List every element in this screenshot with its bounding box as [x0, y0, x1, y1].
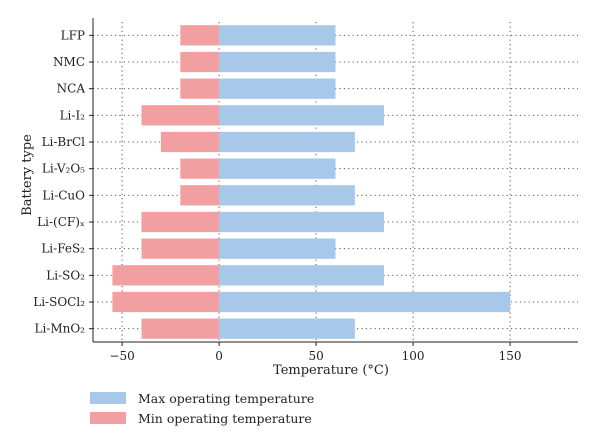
- y-tick-label: Li-FeS₂: [41, 242, 85, 256]
- bar-min-5: [180, 158, 220, 179]
- bar-min-4: [160, 131, 220, 153]
- bar-max-7: [219, 211, 384, 233]
- y-tick-label: NMC: [53, 55, 85, 69]
- y-tick-label: Li-SO₂: [46, 268, 85, 282]
- x-tick-label: 50: [308, 349, 323, 363]
- bar-max-5: [219, 158, 336, 179]
- bar-max-11: [219, 318, 355, 339]
- legend-item-max: Max operating temperature: [90, 388, 314, 408]
- bar-min-2: [180, 78, 220, 99]
- bar-min-6: [180, 185, 220, 206]
- bar-max-2: [219, 78, 336, 99]
- bars: [112, 25, 511, 339]
- legend-swatch-max: [90, 392, 126, 404]
- x-tick-label: −50: [109, 349, 134, 363]
- bar-max-6: [219, 185, 355, 206]
- legend-swatch-min: [90, 412, 126, 424]
- bar-min-10: [112, 291, 220, 313]
- x-tick-label: 150: [499, 349, 522, 363]
- y-tick-label: NCA: [57, 82, 86, 96]
- bar-max-4: [219, 131, 355, 153]
- x-tick-label: 0: [215, 349, 223, 363]
- bar-max-8: [219, 238, 336, 259]
- bar-max-3: [219, 105, 384, 126]
- x-tick-label: 100: [402, 349, 425, 363]
- legend-item-min: Min operating temperature: [90, 408, 314, 428]
- y-tick-label: Li-MnO₂: [34, 322, 85, 336]
- bar-max-0: [219, 25, 336, 46]
- y-tick-label: Li-(CF)ₓ: [37, 215, 85, 229]
- tick-labels: −50 0 50 100 150 LFP NMC NCA Li-I₂ Li-BrCl Li-V₂O₅…: [33, 28, 521, 363]
- y-tick-label: Li-CuO: [42, 188, 85, 202]
- bar-min-3: [141, 105, 220, 126]
- bar-min-1: [180, 51, 220, 73]
- y-tick-label: Li-BrCl: [42, 135, 86, 149]
- bar-max-9: [219, 265, 384, 286]
- y-tick-label: Li-SOCl₂: [33, 295, 85, 309]
- y-axis-title: Battery type: [20, 134, 35, 216]
- bar-min-8: [141, 238, 220, 259]
- legend: Max operating temperature Min operating …: [90, 388, 314, 428]
- bar-min-7: [141, 211, 220, 233]
- y-tick-label: LFP: [61, 28, 85, 42]
- y-tick-label: Li-V₂O₅: [42, 162, 85, 176]
- x-axis-title: Temperature (°C): [273, 363, 389, 378]
- bar-max-10: [219, 291, 511, 313]
- bar-min-9: [112, 265, 220, 286]
- axes: [92, 18, 578, 343]
- bar-min-11: [141, 318, 220, 339]
- bar-max-1: [219, 51, 336, 73]
- bar-min-0: [180, 25, 220, 46]
- legend-label-min: Min operating temperature: [138, 410, 312, 426]
- y-tick-label: Li-I₂: [60, 108, 86, 122]
- legend-label-max: Max operating temperature: [138, 390, 315, 406]
